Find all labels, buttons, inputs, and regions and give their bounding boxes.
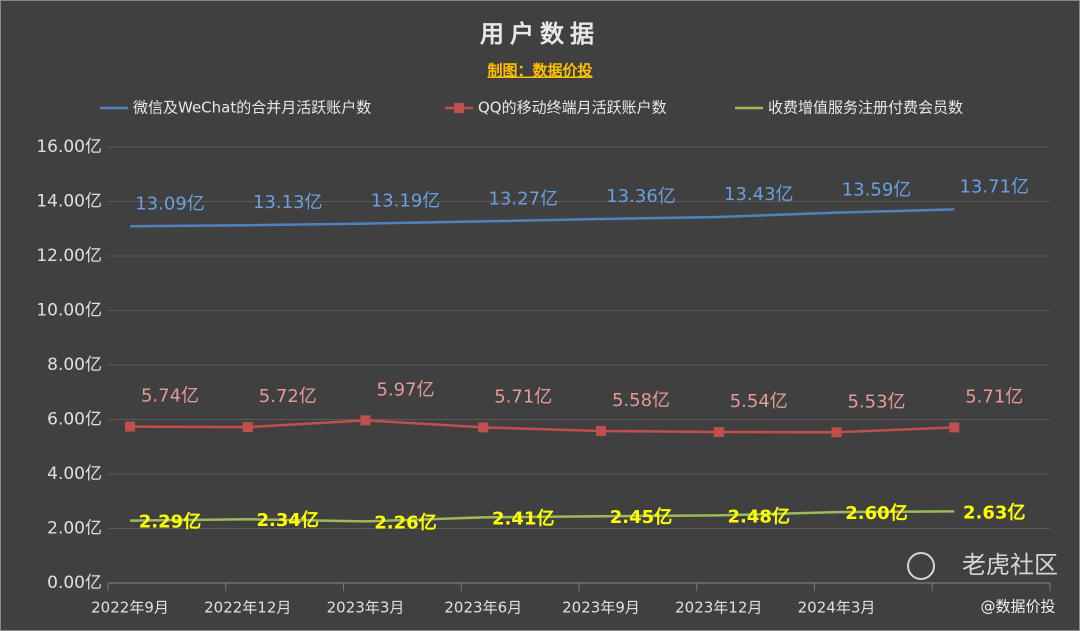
y-tick-label: 4.00亿 — [47, 464, 102, 484]
data-label: 5.58亿 — [612, 390, 670, 411]
data-label: 13.13亿 — [253, 192, 323, 213]
data-label: 5.53亿 — [847, 391, 905, 412]
data-label: 13.19亿 — [371, 191, 441, 212]
x-tick-label: 2023年12月 — [675, 599, 762, 617]
y-tick-label: 14.00亿 — [36, 192, 102, 212]
data-label: 2.45亿 — [610, 506, 672, 528]
data-label: 5.97亿 — [376, 379, 434, 400]
watermark-logo — [907, 552, 935, 580]
y-tick-label: 6.00亿 — [47, 410, 102, 430]
x-tick-label: 2023年9月 — [562, 599, 640, 617]
y-tick-label: 16.00亿 — [36, 137, 102, 157]
x-tick-label: 2023年6月 — [444, 599, 522, 617]
y-tick-label: 8.00亿 — [47, 355, 102, 375]
watermark: 老虎社区 — [962, 551, 1058, 579]
marker — [831, 427, 842, 438]
data-label: 5.72亿 — [259, 386, 317, 407]
data-label: 5.74亿 — [141, 386, 199, 407]
watermark: @数据价投 — [980, 598, 1055, 616]
legend-label: 微信及WeChat的合并月活跃账户数 — [133, 99, 371, 117]
legend-marker — [454, 103, 464, 113]
marker — [949, 422, 960, 433]
marker — [125, 421, 135, 432]
data-label: 5.71亿 — [494, 386, 552, 407]
data-label: 2.60亿 — [845, 502, 907, 524]
data-label: 13.43亿 — [724, 184, 794, 205]
y-tick-label: 12.00亿 — [36, 246, 102, 266]
data-label: 2.29亿 — [139, 511, 201, 533]
data-label: 5.71亿 — [965, 386, 1023, 407]
x-tick-label: 2024年3月 — [798, 599, 876, 617]
data-label: 13.71亿 — [959, 176, 1029, 197]
data-label: 2.41亿 — [492, 507, 554, 529]
x-tick-label: 2022年12月 — [204, 599, 291, 617]
y-tick-label: 0.00亿 — [47, 573, 102, 593]
data-label: 2.63亿 — [963, 501, 1025, 523]
data-label: 2.48亿 — [728, 505, 790, 527]
data-label: 2.26亿 — [374, 511, 436, 533]
y-tick-label: 10.00亿 — [36, 301, 102, 321]
legend-label: 收费增值服务注册付费会员数 — [768, 99, 963, 117]
data-label: 13.27亿 — [488, 188, 558, 209]
marker — [360, 415, 371, 426]
series-line — [129, 419, 955, 434]
marker — [596, 425, 606, 436]
y-tick-label: 2.00亿 — [47, 519, 102, 539]
data-label: 2.34亿 — [257, 509, 319, 531]
data-label: 5.54亿 — [730, 391, 788, 412]
series-line — [129, 208, 955, 228]
marker — [242, 422, 253, 433]
chart-title: 用户数据 — [480, 20, 600, 48]
x-tick-label: 2023年3月 — [327, 599, 405, 617]
series-line — [129, 510, 955, 523]
chart-subtitle: 制图：数据价投 — [487, 62, 592, 80]
legend-label: QQ的移动终端月活跃账户数 — [478, 99, 667, 117]
data-label: 13.09亿 — [135, 193, 205, 214]
data-label: 13.59亿 — [842, 180, 912, 201]
data-label: 13.36亿 — [606, 186, 676, 207]
marker — [478, 422, 489, 433]
marker — [713, 427, 724, 438]
x-tick-label: 2022年9月 — [91, 599, 169, 617]
